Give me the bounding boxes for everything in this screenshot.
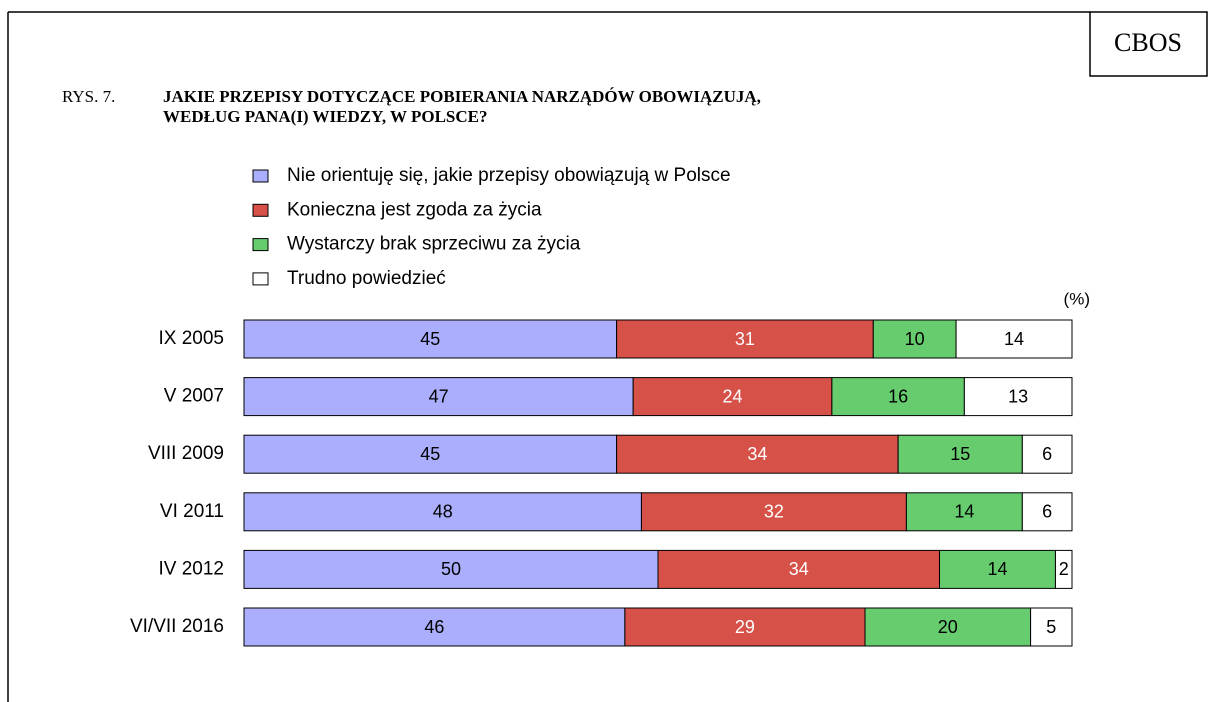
data-label: 10 [905, 329, 925, 349]
y-tick-label: VI/VII 2016 [130, 616, 224, 637]
bar-segment [243, 434, 618, 474]
bar-segment [616, 434, 899, 474]
data-label: 20 [938, 617, 958, 637]
data-label: 32 [764, 502, 784, 522]
legend-swatch [252, 203, 269, 217]
data-label: 24 [723, 386, 743, 406]
bar-segment [939, 549, 1056, 589]
bar-segment [1054, 549, 1073, 589]
data-label: 31 [735, 329, 755, 349]
bar-segment [831, 377, 965, 417]
legend-swatch [252, 272, 269, 286]
legend-label: Nie orientuję się, jakie przepisy obowią… [287, 165, 731, 186]
data-label: 34 [789, 559, 809, 579]
data-label: 50 [441, 559, 461, 579]
data-label: 47 [429, 386, 449, 406]
data-label: 48 [433, 502, 453, 522]
legend-label: Konieczna jest zgoda za życia [287, 199, 542, 220]
bar-segment [624, 607, 866, 647]
y-tick-label: VIII 2009 [148, 443, 224, 464]
data-label: 16 [888, 386, 908, 406]
bar-segment [1021, 434, 1073, 474]
data-label: 29 [735, 617, 755, 637]
data-label: 6 [1042, 444, 1052, 464]
bar-segment [243, 607, 626, 647]
bar-segment [243, 492, 642, 532]
data-label: 2 [1059, 559, 1069, 579]
data-label: 13 [1008, 386, 1028, 406]
bar-segment [955, 319, 1073, 359]
chart-title: WEDŁUG PANA(I) WIEDZY, W POLSCE? [163, 107, 487, 126]
chart-title: JAKIE PRZEPISY DOTYCZĄCE POBIERANIA NARZ… [163, 87, 761, 106]
unit-label: (%) [1064, 289, 1090, 308]
bar-segment [897, 434, 1023, 474]
bar-segment [864, 607, 1032, 647]
bar-segment [632, 377, 833, 417]
badge: CBOS [1114, 28, 1182, 57]
data-label: 6 [1042, 502, 1052, 522]
bar-segment [1030, 607, 1073, 647]
data-label: 45 [420, 444, 440, 464]
bar-segment [243, 549, 659, 589]
figure-label: RYS. 7. [62, 87, 115, 106]
data-label: 34 [747, 444, 767, 464]
data-label: 46 [424, 617, 444, 637]
legend-swatch [252, 169, 269, 183]
data-label: 14 [954, 502, 974, 522]
y-tick-label: V 2007 [164, 386, 224, 407]
bar-segment [640, 492, 907, 532]
y-tick-label: IV 2012 [159, 558, 225, 579]
bar-segment [243, 377, 634, 417]
badge-box [1089, 11, 1208, 77]
y-tick-label: IX 2005 [159, 328, 225, 349]
y-tick-label: VI 2011 [160, 501, 224, 522]
bar-segment [963, 377, 1073, 417]
bar-segment [1021, 492, 1073, 532]
legend-swatch [252, 238, 269, 252]
bar-segment [616, 319, 874, 359]
bar-segment [905, 492, 1023, 532]
legend-label: Wystarczy brak sprzeciwu za życia [287, 234, 581, 255]
bar-segment [243, 319, 618, 359]
bar-segment [872, 319, 957, 359]
data-label: 45 [420, 329, 440, 349]
data-label: 5 [1046, 617, 1056, 637]
legend-label: Trudno powiedzieć [287, 268, 446, 289]
data-label: 14 [1004, 329, 1024, 349]
data-label: 14 [987, 559, 1007, 579]
data-label: 15 [950, 444, 970, 464]
